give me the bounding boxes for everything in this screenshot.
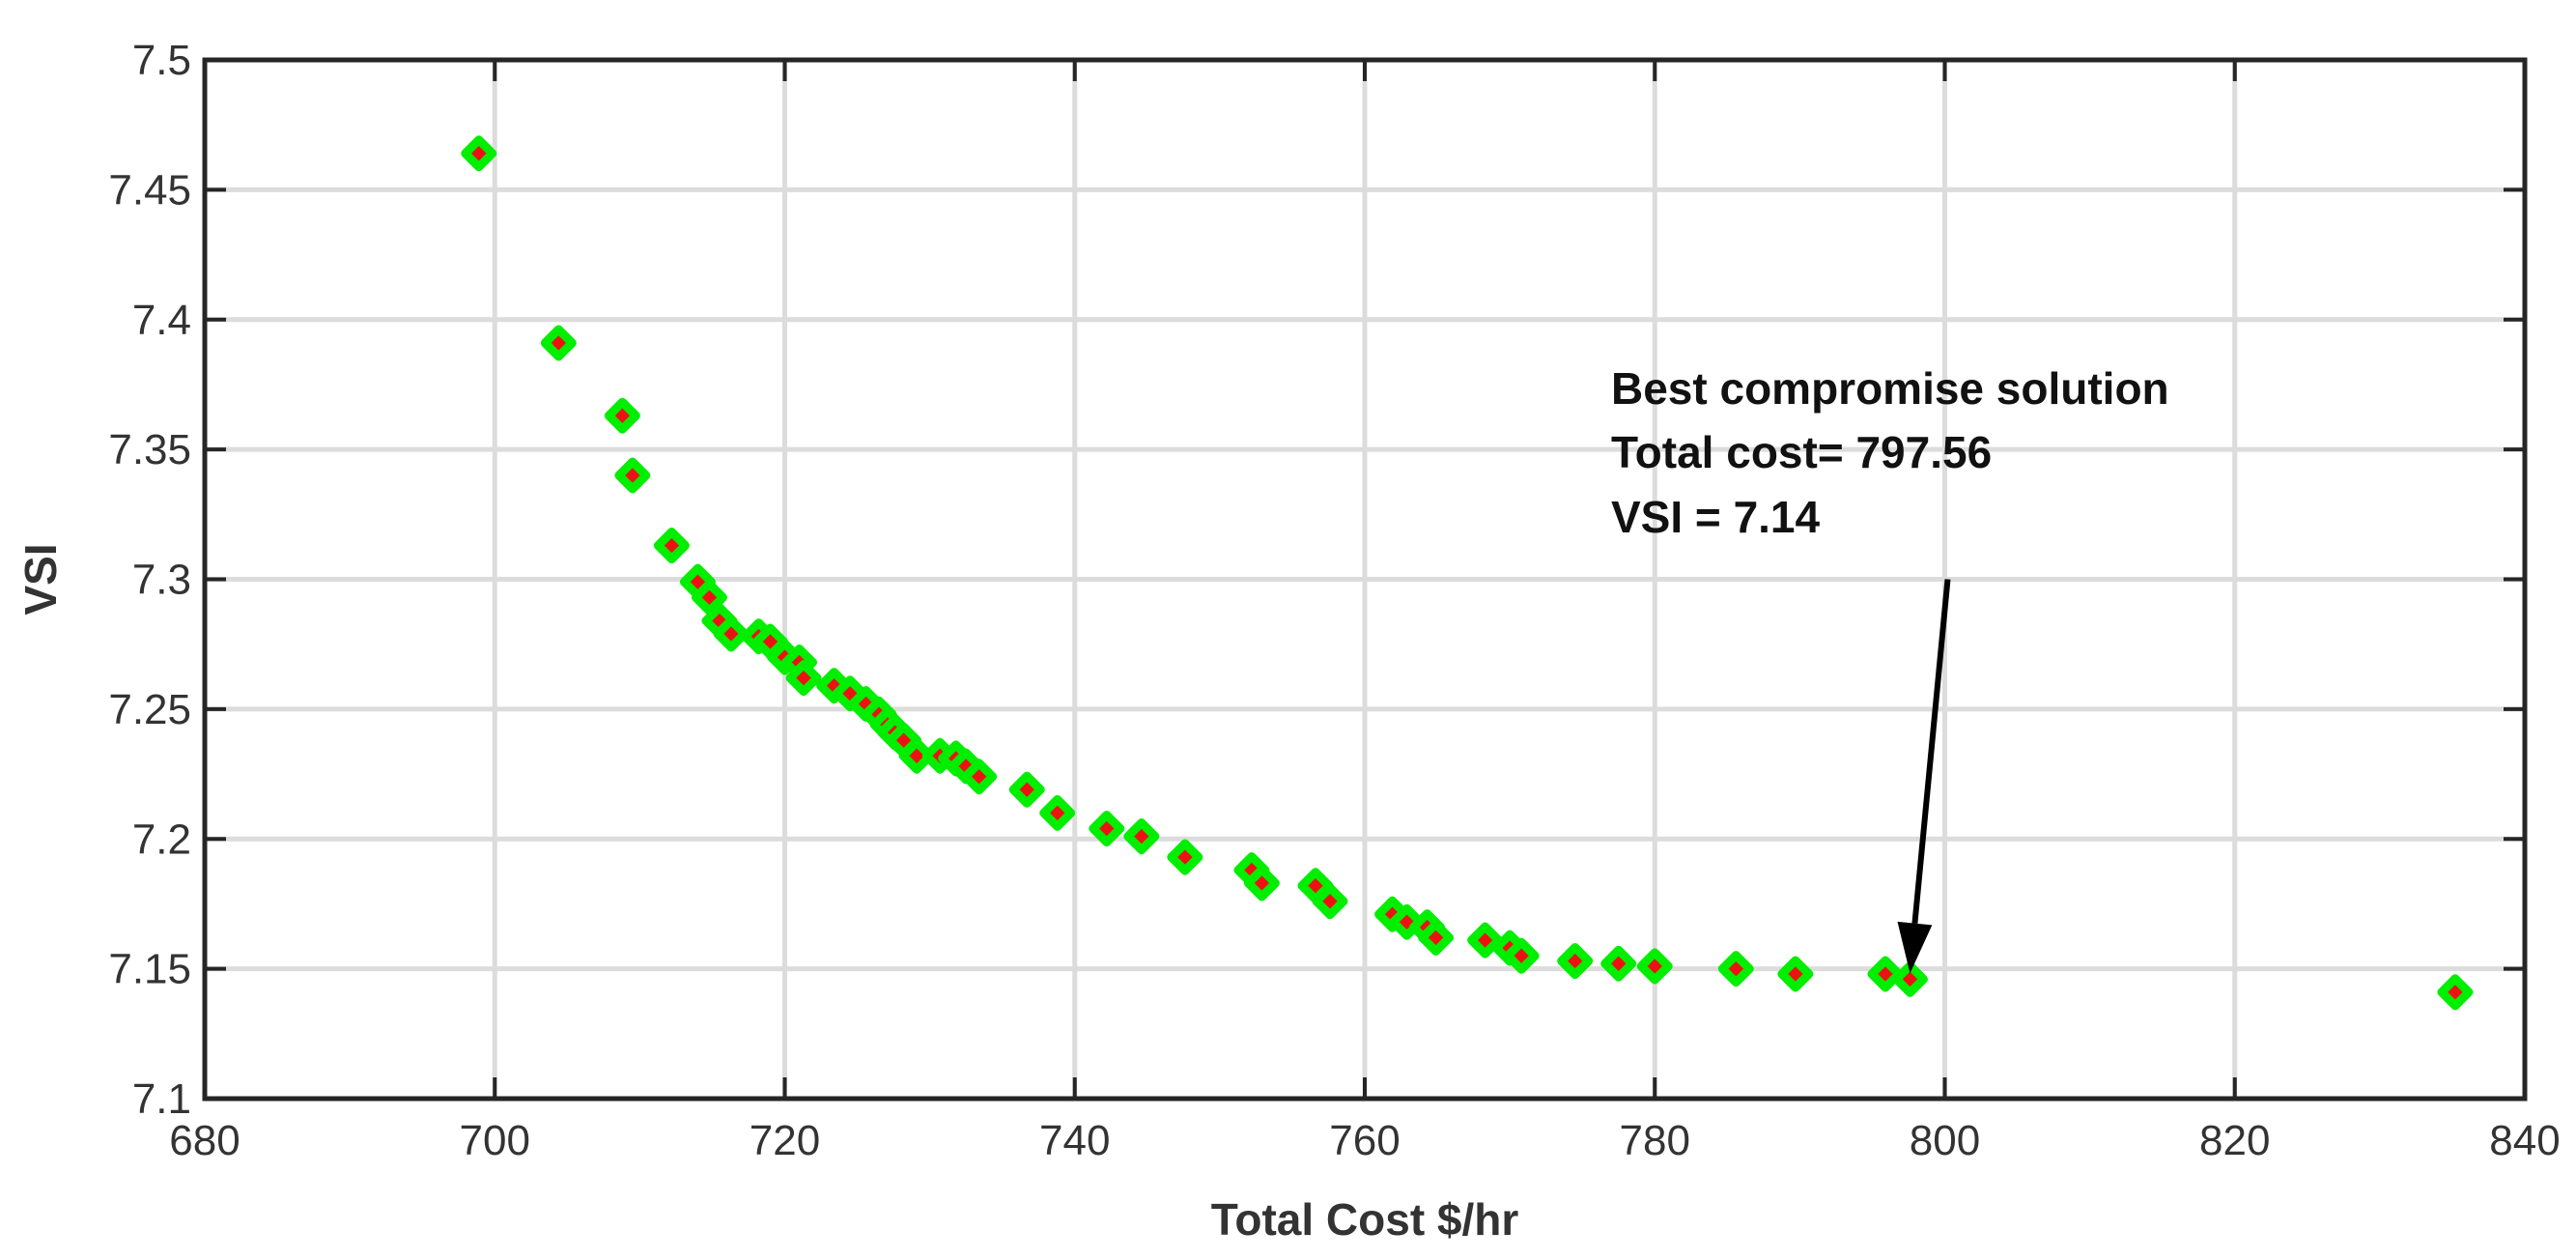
annotation-arrow xyxy=(1911,579,1951,924)
data-point xyxy=(961,759,998,795)
x-tick-label: 840 xyxy=(2489,1117,2560,1164)
data-point xyxy=(1008,771,1045,808)
annotation-arrow-head xyxy=(1897,921,1933,974)
data-point xyxy=(1243,865,1280,902)
data-point xyxy=(1167,839,1203,875)
data-point xyxy=(1123,818,1160,855)
data-point xyxy=(1557,943,1594,980)
data-point xyxy=(1867,956,1904,992)
annotation-line-title: Best compromise solution xyxy=(1611,363,2169,414)
y-tick-label: 7.45 xyxy=(108,166,191,214)
y-tick-label: 7.2 xyxy=(132,816,191,863)
y-tick-label: 7.5 xyxy=(132,37,191,84)
x-tick-label: 740 xyxy=(1039,1117,1110,1164)
data-point xyxy=(898,737,935,774)
data-point xyxy=(1636,948,1673,985)
annotation-line-cost: Total cost= 797.56 xyxy=(1611,427,1992,477)
data-point xyxy=(1039,794,1076,831)
y-tick-label: 7.3 xyxy=(132,557,191,604)
y-axis-label: VSI xyxy=(15,543,66,615)
data-point xyxy=(713,616,750,652)
data-point xyxy=(691,579,727,616)
data-point xyxy=(1312,883,1348,920)
data-point xyxy=(461,135,497,172)
x-axis-label: Total Cost $/hr xyxy=(1211,1194,1519,1245)
data-point xyxy=(1600,945,1637,982)
x-tick-label: 760 xyxy=(1329,1117,1400,1164)
annotation-line-vsi: VSI = 7.14 xyxy=(1611,492,1821,542)
data-point xyxy=(2437,974,2474,1011)
x-tick-label: 700 xyxy=(460,1117,530,1164)
grid-layer xyxy=(205,60,2525,1099)
data-point xyxy=(540,325,577,361)
data-point xyxy=(785,660,822,697)
data-point xyxy=(1089,811,1125,846)
data-point xyxy=(604,397,640,434)
data-point xyxy=(614,457,651,494)
data-point xyxy=(1891,960,1928,997)
x-tick-label: 800 xyxy=(1910,1117,1980,1164)
data-point xyxy=(1717,951,1754,988)
y-tick-label: 7.1 xyxy=(132,1075,191,1123)
y-tick-label: 7.25 xyxy=(108,686,191,733)
data-point xyxy=(1503,937,1540,974)
x-tick-label: 820 xyxy=(2199,1117,2270,1164)
x-tick-label: 780 xyxy=(1620,1117,1690,1164)
x-tick-label: 680 xyxy=(169,1117,240,1164)
tick-layer: 680 700 720 740 760 780 800 820 840 7.1 7.15 7.2 7.2… xyxy=(108,37,2560,1164)
data-series xyxy=(461,135,2474,1011)
data-point xyxy=(1777,956,1814,992)
y-tick-label: 7.4 xyxy=(132,297,191,344)
best-compromise-annotation: Best compromise solution Total cost= 797… xyxy=(1611,363,2169,974)
x-tick-label: 720 xyxy=(750,1117,820,1164)
y-tick-label: 7.35 xyxy=(108,426,191,473)
y-tick-label: 7.15 xyxy=(108,946,191,993)
data-point xyxy=(1418,919,1455,956)
data-point xyxy=(1467,922,1504,959)
data-point xyxy=(653,528,690,564)
